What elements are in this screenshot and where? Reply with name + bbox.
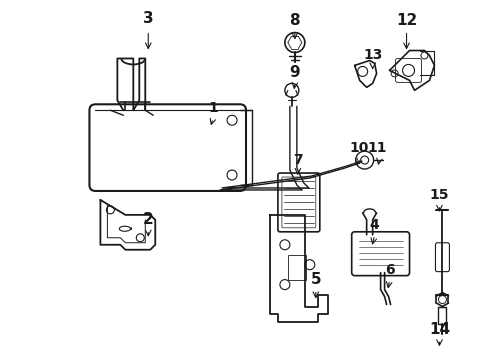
Bar [439,306,446,324]
Text: 10: 10 [349,141,368,155]
Text: 4: 4 [370,218,380,232]
Text: 14: 14 [429,322,450,337]
Text: 11: 11 [368,141,388,155]
Text: 6: 6 [385,263,394,276]
Text: 7: 7 [293,153,303,167]
Bar [288,255,306,280]
Text: 8: 8 [290,13,300,28]
Text: 2: 2 [143,212,154,228]
Text: 1: 1 [208,101,218,115]
Text: 15: 15 [430,188,449,202]
Text: 13: 13 [363,49,382,63]
Text: 12: 12 [396,13,417,28]
Text: 9: 9 [290,65,300,80]
Text: 5: 5 [311,272,321,287]
Text: 3: 3 [143,11,153,26]
